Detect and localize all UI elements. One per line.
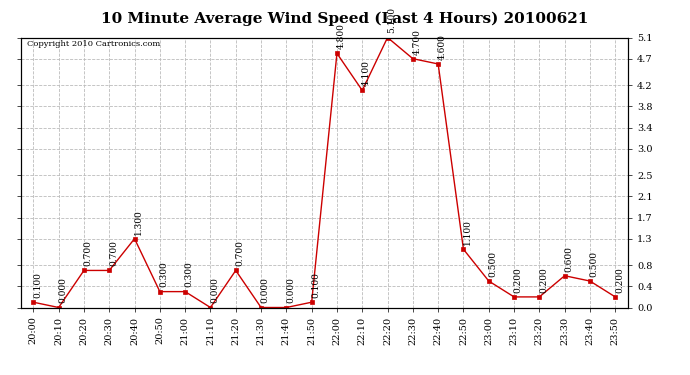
Text: 0.500: 0.500 (590, 251, 599, 277)
Text: 0.000: 0.000 (210, 278, 219, 303)
Text: 0.700: 0.700 (83, 240, 92, 266)
Text: 0.600: 0.600 (564, 246, 573, 272)
Text: 5.100: 5.100 (387, 8, 396, 33)
Text: 0.100: 0.100 (311, 272, 320, 298)
Text: 0.200: 0.200 (539, 267, 548, 293)
Text: 0.200: 0.200 (615, 267, 624, 293)
Text: 0.100: 0.100 (33, 272, 42, 298)
Text: 0.300: 0.300 (185, 262, 194, 288)
Text: 4.100: 4.100 (362, 60, 371, 86)
Text: 0.000: 0.000 (261, 278, 270, 303)
Text: 1.300: 1.300 (135, 209, 144, 234)
Text: 0.000: 0.000 (286, 278, 295, 303)
Text: Copyright 2010 Cartronics.com: Copyright 2010 Cartronics.com (27, 40, 160, 48)
Text: 0.200: 0.200 (514, 267, 523, 293)
Text: 0.300: 0.300 (159, 262, 168, 288)
Text: 10 Minute Average Wind Speed (Last 4 Hours) 20100621: 10 Minute Average Wind Speed (Last 4 Hou… (101, 11, 589, 26)
Text: 0.000: 0.000 (59, 278, 68, 303)
Text: 4.600: 4.600 (438, 34, 447, 60)
Text: 0.700: 0.700 (109, 240, 118, 266)
Text: 4.800: 4.800 (337, 23, 346, 49)
Text: 4.700: 4.700 (413, 28, 422, 54)
Text: 0.700: 0.700 (235, 240, 244, 266)
Text: 0.500: 0.500 (489, 251, 497, 277)
Text: 1.100: 1.100 (463, 219, 472, 245)
